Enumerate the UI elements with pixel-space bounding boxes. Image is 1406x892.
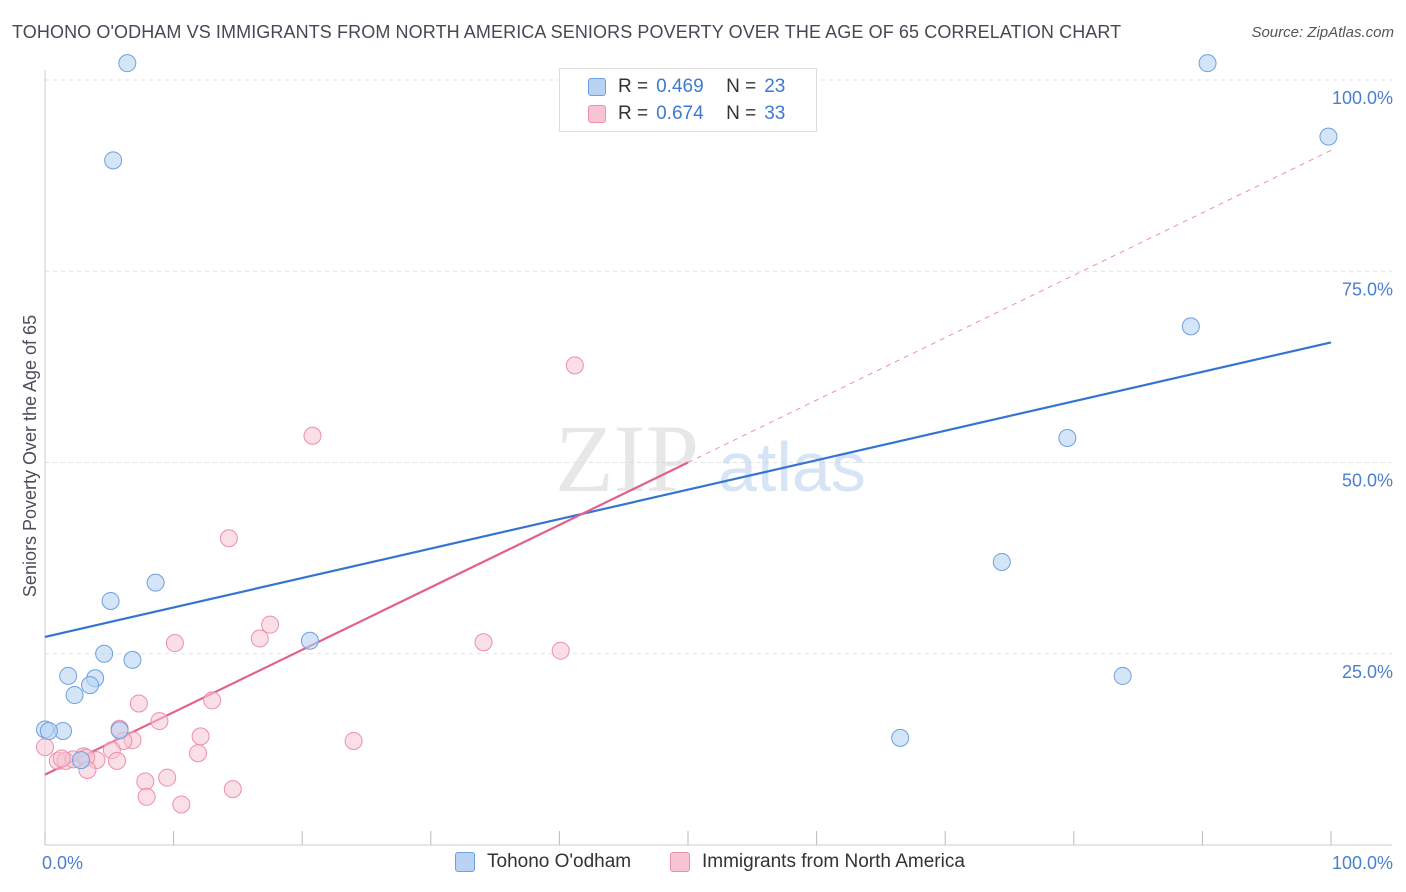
point-immigrants — [189, 744, 208, 763]
stats-legend: R = 0.469 N = 23 R = 0.674 N = 33 — [559, 68, 817, 132]
x-tick-label: 0.0% — [42, 853, 83, 873]
point-tohono — [39, 722, 58, 741]
point-immigrants — [250, 629, 269, 648]
legend-item-immigrants: Immigrants from North America — [670, 851, 965, 873]
legend-swatch-immigrants — [670, 852, 690, 872]
point-tohono — [118, 54, 137, 73]
point-immigrants — [52, 749, 71, 768]
point-tohono — [146, 573, 165, 592]
point-immigrants — [36, 738, 54, 757]
point-tohono — [101, 591, 120, 610]
point-tohono — [81, 676, 100, 695]
point-tohono — [300, 631, 319, 650]
legend-swatch-tohono — [455, 852, 475, 872]
point-immigrants — [172, 795, 191, 814]
legend-r-value: 0.674 — [656, 103, 704, 124]
y-tick-label: 100.0% — [1332, 88, 1393, 108]
point-tohono — [1319, 127, 1338, 146]
point-tohono — [104, 151, 123, 170]
legend-r-value: 0.469 — [656, 76, 704, 97]
point-immigrants — [565, 356, 584, 375]
point-immigrants — [136, 772, 155, 791]
legend-item-tohono: Tohono O'odham — [455, 851, 631, 873]
point-tohono — [95, 644, 114, 663]
legend-swatch-series1 — [588, 78, 606, 96]
legend-label-immigrants: Immigrants from North America — [702, 851, 965, 872]
point-tohono — [992, 552, 1011, 571]
point-immigrants — [150, 712, 169, 731]
legend-n-label: N = — [726, 103, 757, 124]
point-immigrants — [223, 780, 242, 799]
point-tohono — [1198, 54, 1217, 73]
point-tohono — [110, 721, 129, 740]
point-immigrants — [129, 694, 148, 713]
tick-labels: 25.0% 50.0% 75.0% 100.0% 0.0% 100.0% — [42, 88, 1393, 873]
axes — [44, 70, 1392, 846]
point-immigrants — [165, 634, 184, 653]
chart-title: TOHONO O'ODHAM VS IMMIGRANTS FROM NORTH … — [12, 22, 1122, 42]
legend-row-series2: R = 0.674 N = 33 — [560, 101, 785, 127]
data-points — [36, 54, 1338, 814]
trend-line-tohono — [44, 341, 1332, 638]
point-immigrants — [344, 731, 363, 750]
watermark: ZIP atlas — [555, 405, 866, 512]
legend-swatch-series2 — [588, 105, 606, 123]
point-immigrants — [137, 787, 156, 806]
point-tohono — [72, 751, 91, 770]
point-immigrants — [551, 641, 570, 660]
watermark-zip: ZIP — [555, 405, 699, 512]
point-tohono — [65, 686, 84, 705]
point-tohono — [1058, 429, 1077, 448]
y-tick-label: 50.0% — [1342, 471, 1393, 491]
watermark-atlas: atlas — [718, 428, 866, 506]
point-immigrants — [108, 751, 127, 770]
legend-r-label: R = — [618, 76, 649, 97]
point-tohono — [59, 666, 78, 685]
y-tick-label: 75.0% — [1342, 279, 1393, 299]
legend-r-label: R = — [618, 103, 649, 124]
point-immigrants — [158, 768, 177, 787]
y-tick-label: 25.0% — [1342, 662, 1393, 682]
trend-line-immigrants — [44, 461, 689, 776]
point-immigrants — [261, 615, 280, 634]
point-immigrants — [474, 633, 493, 652]
legend-n-label: N = — [726, 76, 757, 97]
point-immigrants — [203, 691, 222, 710]
legend-label-tohono: Tohono O'odham — [487, 851, 632, 872]
source-credit: Source: ZipAtlas.com — [1251, 24, 1394, 41]
series-legend: Tohono O'odham Immigrants from North Ame… — [0, 851, 1406, 877]
point-tohono — [891, 728, 910, 747]
grid-lines — [45, 79, 1392, 655]
point-tohono — [1113, 666, 1132, 685]
x-tick-label: 100.0% — [1332, 853, 1393, 873]
point-tohono — [123, 650, 142, 669]
point-immigrants — [219, 529, 238, 548]
legend-n-value: 33 — [764, 103, 786, 124]
y-axis-label: Seniors Poverty Over the Age of 65 — [20, 315, 40, 597]
legend-n-value: 23 — [764, 76, 786, 97]
point-tohono — [1181, 317, 1200, 336]
point-immigrants — [191, 727, 210, 746]
point-immigrants — [303, 426, 322, 445]
legend-row-series1: R = 0.469 N = 23 — [560, 74, 785, 100]
